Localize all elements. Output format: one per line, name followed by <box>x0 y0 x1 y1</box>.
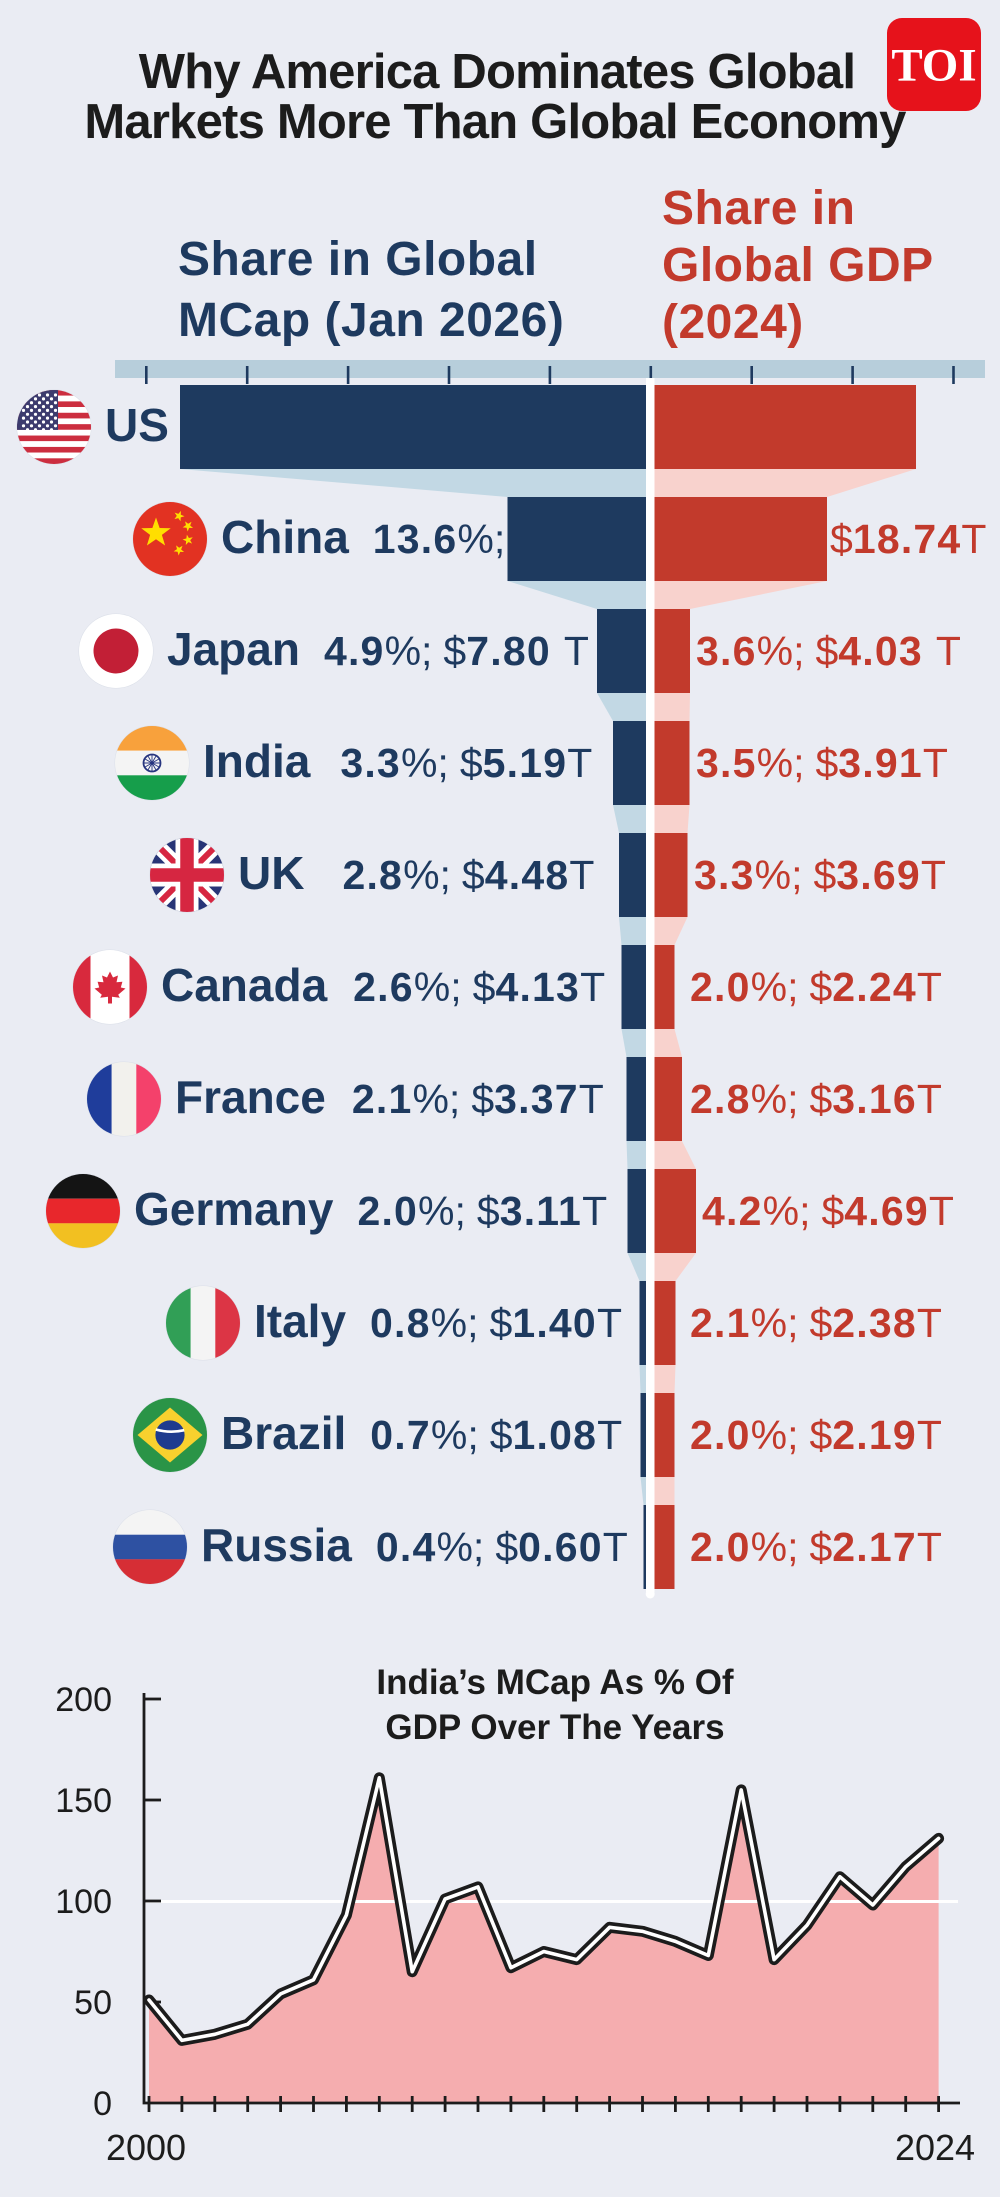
svg-text:3.3%;$3.69T: 3.3%; $3.69T <box>694 852 946 898</box>
svg-text:2024: 2024 <box>895 2127 975 2168</box>
svg-text:2.8%;$3.16T: 2.8%; $3.16T <box>690 1076 942 1122</box>
svg-text:Why America Dominates Global: Why America Dominates Global <box>139 45 855 99</box>
svg-text:2.0%;$2.19T: 2.0%; $2.19T <box>690 1412 942 1458</box>
svg-text:2000: 2000 <box>106 2127 186 2168</box>
svg-text:3.5%;$3.91T: 3.5%; $3.91T <box>696 740 948 786</box>
svg-text:Share in Global: Share in Global <box>178 233 538 286</box>
svg-text:Markets More Than Global Econo: Markets More Than Global Economy <box>84 95 906 149</box>
svg-text:UK2.8%;$4.48T: UK 2.8%; $4.48T <box>238 847 594 899</box>
svg-text:3.6%;$4.03T: 3.6%; $4.03 T <box>696 628 961 674</box>
svg-text:Global GDP: Global GDP <box>662 239 934 292</box>
svg-text:0: 0 <box>93 2085 112 2123</box>
svg-text:2.0%;$2.24T: 2.0%; $2.24T <box>690 964 942 1010</box>
svg-text:$18.74T: $18.74T <box>830 516 986 562</box>
svg-text:2.1%;$2.38T: 2.1%; $2.38T <box>690 1300 942 1346</box>
svg-text:GDP Over The Years: GDP Over The Years <box>385 1708 724 1747</box>
svg-text:MCap (Jan 2026): MCap (Jan 2026) <box>178 294 564 347</box>
svg-text:Share in: Share in <box>662 182 855 235</box>
svg-text:200: 200 <box>55 1681 112 1719</box>
svg-text:100: 100 <box>55 1883 112 1921</box>
svg-text:2.0%;$2.17T: 2.0%; $2.17T <box>690 1524 942 1570</box>
svg-text:US: US <box>105 399 169 451</box>
svg-text:150: 150 <box>55 1782 112 1820</box>
svg-text:50: 50 <box>74 1984 112 2022</box>
svg-text:India’s MCap As % Of: India’s MCap As % Of <box>376 1663 734 1702</box>
svg-text:4.2%;$4.69T: 4.2%; $4.69T <box>702 1188 954 1234</box>
svg-text:TOI: TOI <box>891 40 976 92</box>
svg-text:(2024): (2024) <box>662 296 804 349</box>
